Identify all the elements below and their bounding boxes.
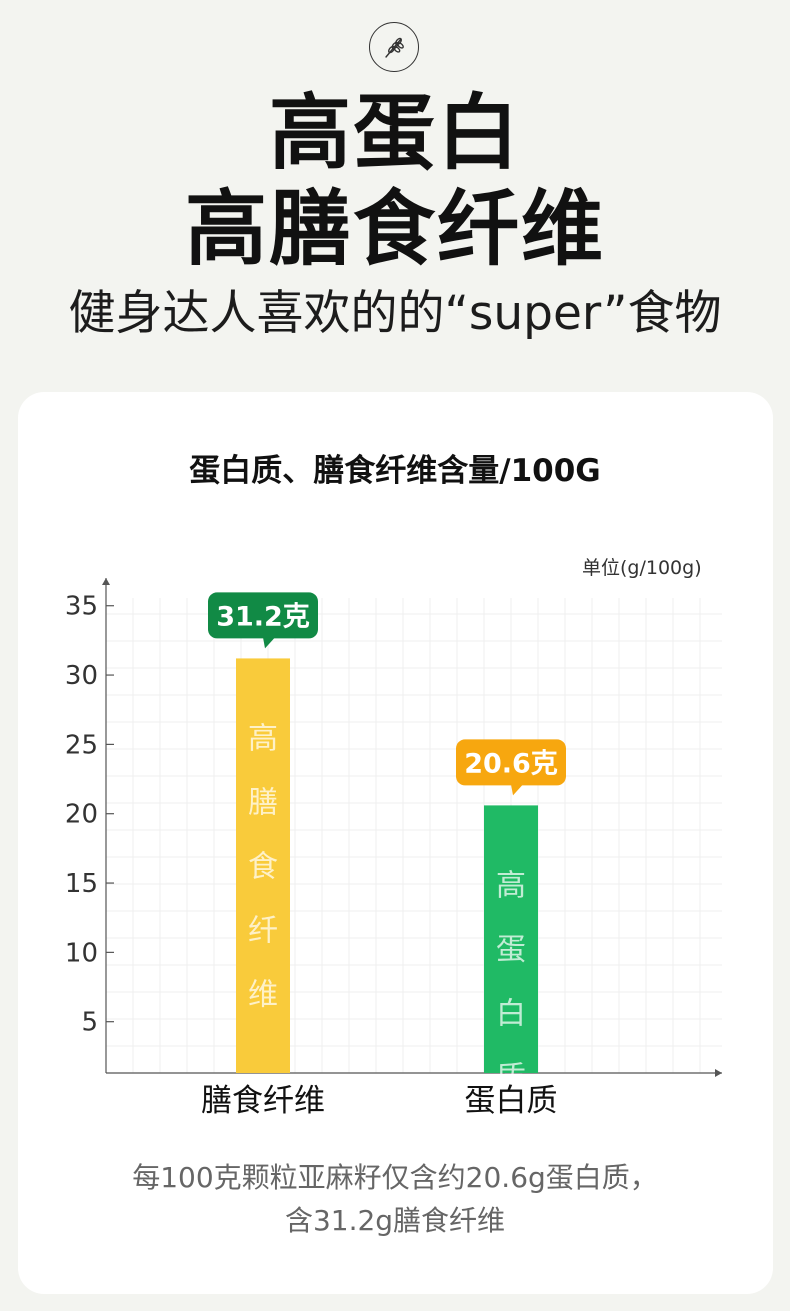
y-tick-label: 10: [65, 938, 98, 968]
data-label-bubble: [456, 739, 566, 786]
wheat-icon: [385, 37, 404, 58]
bar: [484, 805, 538, 1073]
caption-line1: 每100克颗粒亚麻籽仅含约20.6g蛋白质，: [132, 1161, 658, 1194]
bar-inner-char: 纤: [248, 913, 278, 948]
bar-inner-char: 食: [248, 849, 278, 884]
y-tick-label: 5: [81, 1008, 98, 1038]
bar-inner-char: 高: [496, 868, 526, 903]
y-tick-label: 30: [65, 661, 98, 691]
headline-line2: 高膳食纤维: [184, 182, 605, 277]
y-tick-label: 15: [65, 869, 98, 899]
bar-inner-char: 质: [496, 1060, 526, 1095]
bar-inner-char: 蛋: [496, 932, 526, 967]
chart-title: 蛋白质、膳食纤维含量/100G: [189, 453, 601, 489]
y-tick-label: 35: [65, 592, 98, 622]
unit-label: 单位(g/100g): [582, 557, 702, 579]
headline-line1: 高蛋白: [268, 86, 521, 181]
x-tick-label: 蛋白质: [465, 1083, 558, 1119]
x-tick-label: 膳食纤维: [201, 1083, 325, 1119]
subtitle: 健身达人喜欢的的“super”食物: [68, 286, 722, 341]
y-tick-label: 20: [65, 800, 98, 830]
y-tick-label: 25: [65, 730, 98, 760]
caption-line2: 含31.2g膳食纤维: [284, 1204, 506, 1237]
data-label-pointer: [263, 637, 275, 649]
bar-inner-char: 高: [248, 721, 278, 756]
data-label-pointer: [511, 784, 523, 796]
data-label-bubble: [208, 592, 318, 639]
bar-inner-char: 膳: [248, 785, 278, 820]
x-axis-arrow: [715, 1069, 722, 1077]
bar: [236, 658, 290, 1073]
y-axis-arrow: [102, 578, 110, 585]
data-label: 20.6克: [464, 747, 558, 779]
logo: [369, 22, 419, 72]
data-label: 31.2克: [216, 600, 310, 632]
bar-inner-char: 白: [496, 996, 526, 1031]
grid: [105, 598, 722, 1074]
chart-card: [18, 392, 773, 1294]
bar-inner-char: 维: [248, 977, 278, 1012]
